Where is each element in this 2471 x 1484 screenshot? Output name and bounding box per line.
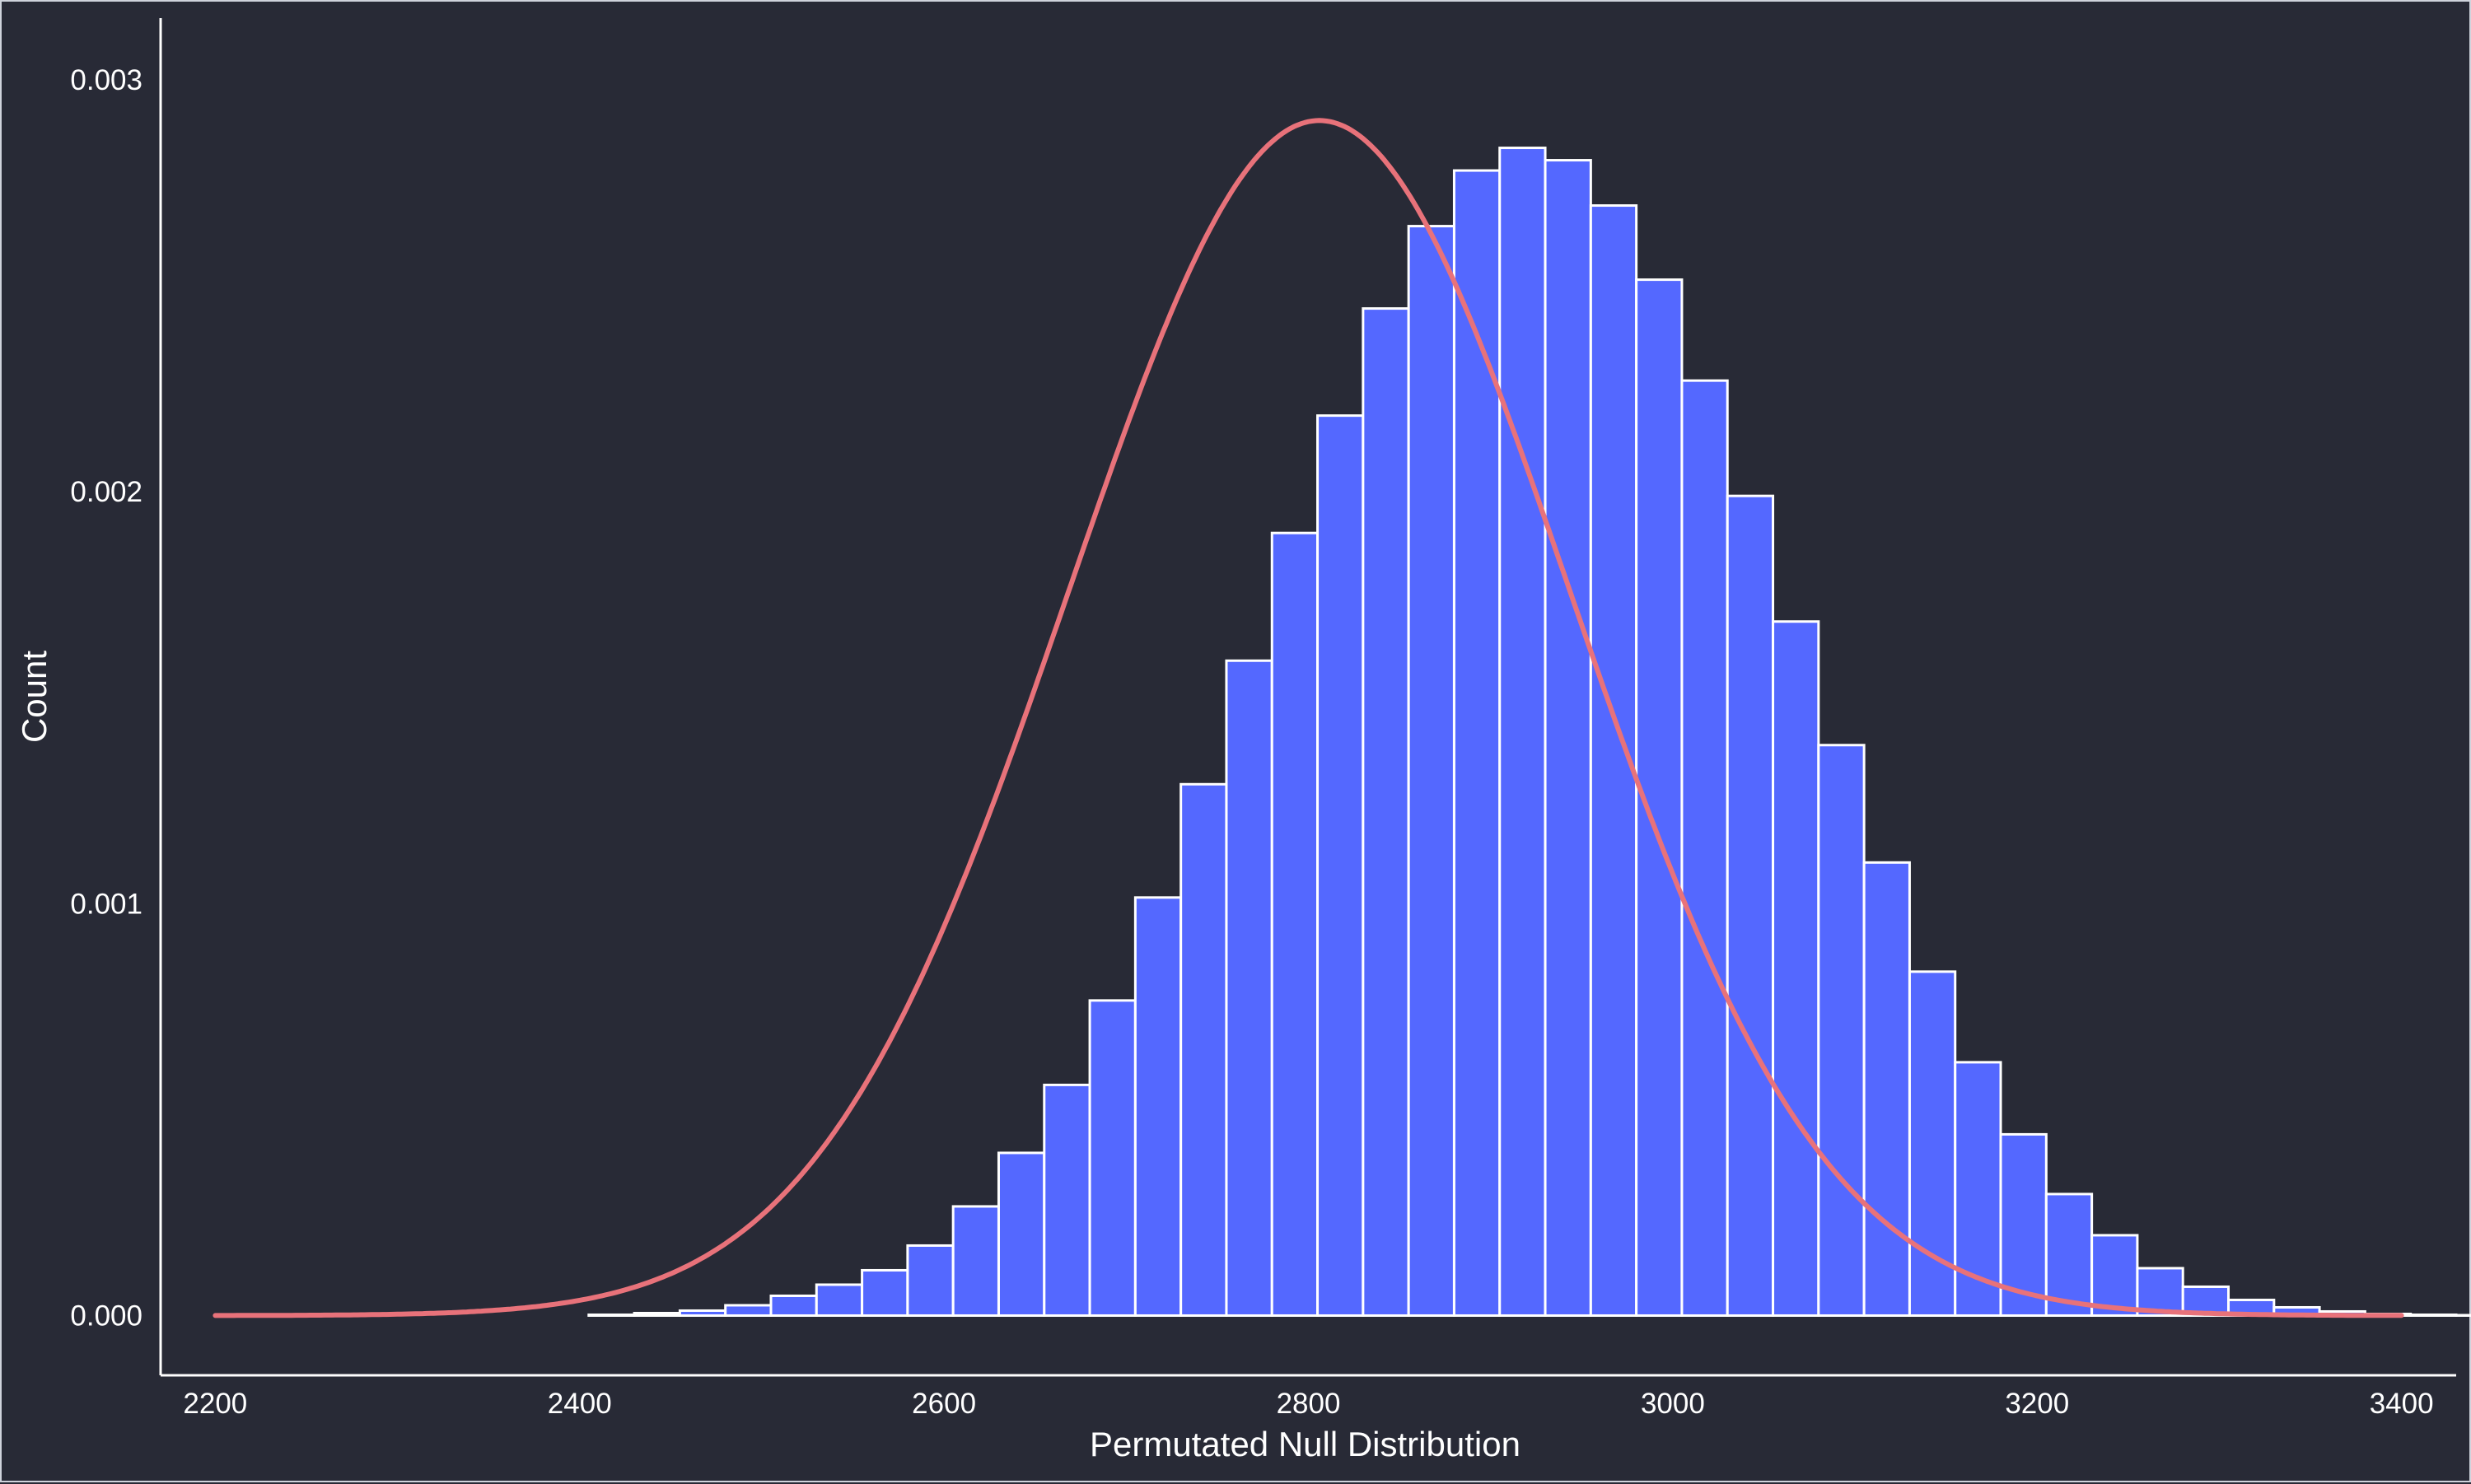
y-tick-label: 0.000 (70, 1300, 142, 1332)
histogram-bar (769, 1294, 818, 1317)
histogram-bar (997, 1151, 1046, 1317)
histogram-bar (1817, 744, 1866, 1317)
histogram-bar (1726, 494, 1775, 1317)
histogram-bar (1680, 379, 1729, 1317)
histogram-bar (1133, 896, 1183, 1317)
x-tick-label: 3000 (1641, 1388, 1705, 1420)
histogram-bar (1544, 159, 1592, 1317)
density-curve-layer (213, 118, 2404, 1318)
x-tick-label: 2600 (912, 1388, 976, 1420)
histogram-bar (1316, 414, 1365, 1317)
histogram-bar (861, 1268, 909, 1317)
histogram-bar (2044, 1192, 2094, 1317)
y-tick-label: 0.001 (70, 888, 142, 920)
histogram-bar (2409, 1313, 2458, 1317)
histogram-bar (724, 1304, 773, 1317)
histogram-bar (1452, 169, 1502, 1317)
histogram-bar (1908, 970, 1957, 1317)
histogram-bar (1407, 225, 1455, 1317)
y-tick-label: 0.002 (70, 476, 142, 508)
histogram-bar (1999, 1132, 2048, 1317)
histogram-bar (1862, 861, 1911, 1317)
histogram-bar (1179, 782, 1228, 1317)
x-axis-title: Permutated Null Distribution (1090, 1425, 1520, 1463)
histogram-bar (1043, 1083, 1091, 1317)
y-axis-title: Count (15, 651, 54, 743)
histogram-bar (815, 1283, 864, 1317)
histogram-bar (1270, 531, 1320, 1317)
histogram-bar (1498, 147, 1547, 1317)
x-tick-label: 2200 (183, 1388, 247, 1420)
tick-labels: 2200 2400 2600 2800 3000 3200 3400 0.000 0.001 0.… (70, 64, 2433, 1420)
histogram-bar (2455, 1314, 2471, 1317)
histogram-bar (587, 1313, 636, 1317)
histogram-bar (2136, 1267, 2184, 1317)
histogram-bars (587, 147, 2471, 1317)
histogram-bar (951, 1205, 1000, 1317)
x-tick-label: 3200 (2005, 1388, 2069, 1420)
x-tick-label: 2400 (548, 1388, 612, 1420)
histogram-bar (678, 1309, 727, 1317)
histogram-bar (1225, 659, 1273, 1317)
histogram-bar (633, 1311, 681, 1317)
y-tick-label: 0.003 (70, 64, 142, 96)
x-tick-label: 2800 (1277, 1388, 1341, 1420)
normal-density-curve (213, 118, 2404, 1318)
axes (159, 18, 2456, 1377)
histogram-bar (1772, 620, 1820, 1317)
histogram-bar (2090, 1234, 2139, 1317)
histogram-bar (1362, 307, 1410, 1317)
histogram-bar (906, 1244, 955, 1317)
x-tick-label: 3400 (2370, 1388, 2434, 1420)
histogram-bar (1088, 999, 1137, 1317)
